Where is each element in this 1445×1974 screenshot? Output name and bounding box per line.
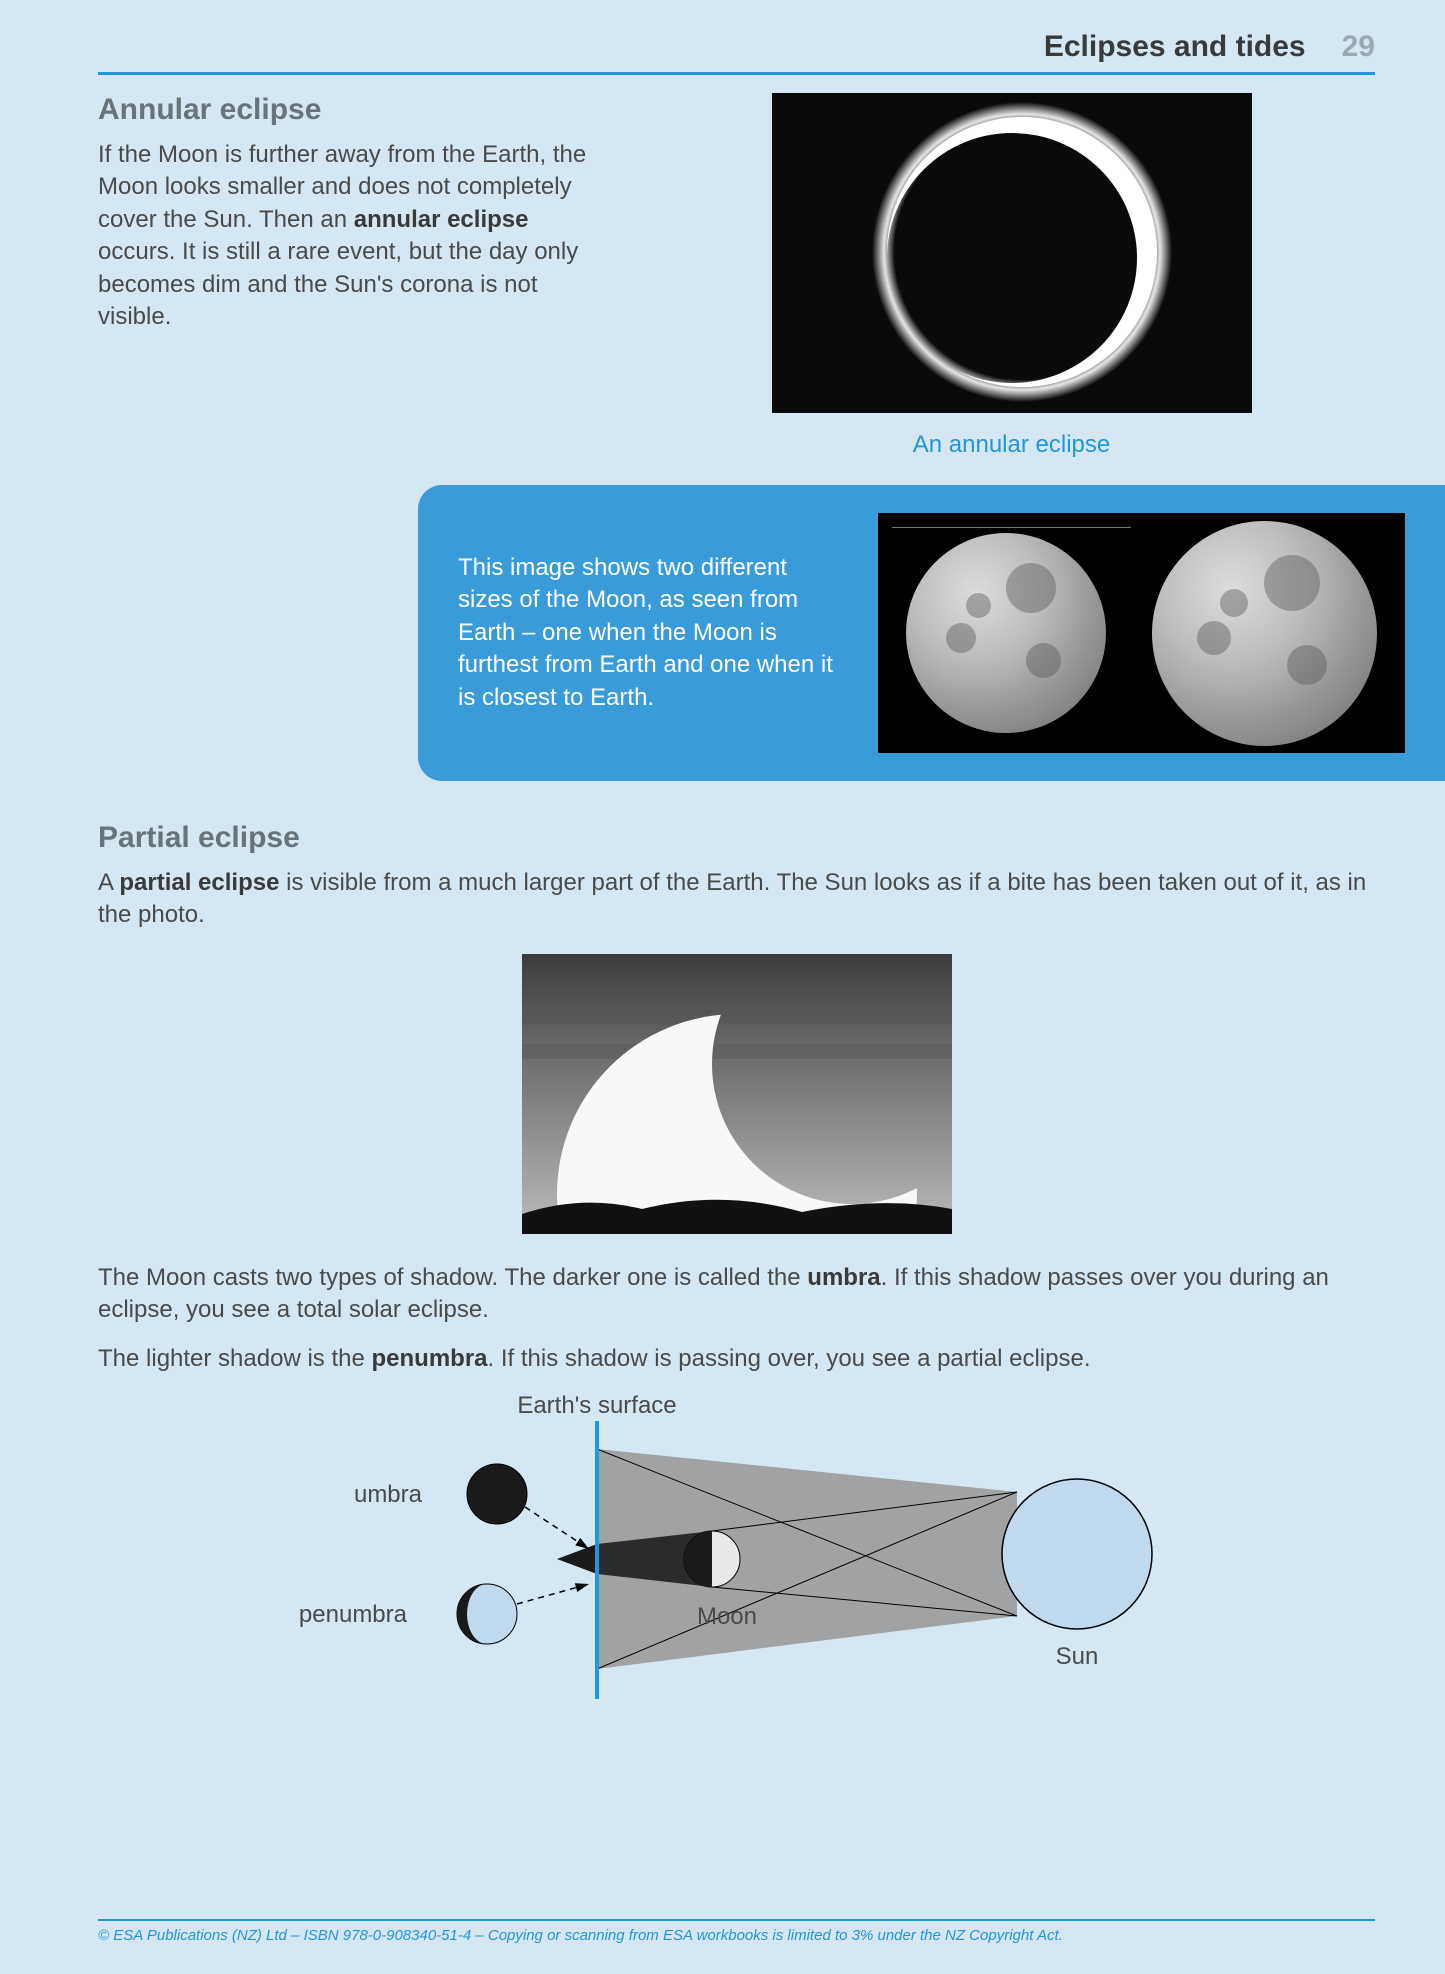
moon-sizes-image [878, 513, 1405, 753]
page-number: 29 [1342, 30, 1375, 64]
text: The lighter shadow is the [98, 1345, 371, 1372]
header-title: Eclipses and tides [1044, 30, 1306, 64]
moon-far-icon [906, 533, 1106, 733]
text: A [98, 869, 119, 896]
bold-term: annular eclipse [354, 206, 529, 233]
text: . If this shadow is passing over, you se… [488, 1345, 1091, 1372]
shadow-diagram-wrap: Earth's surface [98, 1389, 1375, 1719]
text: occurs. It is still a rare event, but th… [98, 238, 578, 330]
penumbra-observer-icon [457, 1584, 517, 1644]
page: Eclipses and tides 29 Annular eclipse If… [0, 0, 1445, 1974]
shadow-diagram: Earth's surface [257, 1389, 1217, 1719]
partial-paragraph-3: The lighter shadow is the penumbra. If t… [98, 1343, 1375, 1375]
annular-figure: An annular eclipse [648, 93, 1375, 459]
partial-section: Partial eclipse A partial eclipse is vis… [98, 821, 1375, 1719]
text: The Moon casts two types of shadow. The … [98, 1264, 807, 1291]
umbra-label: umbra [353, 1481, 422, 1508]
annular-text-col: Annular eclipse If the Moon is further a… [98, 93, 608, 333]
bold-term: partial eclipse [119, 869, 279, 896]
footer-text: © ESA Publications (NZ) Ltd – ISBN 978-0… [98, 1927, 1375, 1944]
annular-eclipse-image [772, 93, 1252, 413]
bold-term: penumbra [371, 1345, 487, 1372]
callout-text: This image shows two different sizes of … [458, 552, 848, 714]
moon-near-icon [1152, 521, 1377, 746]
umbra-observer-icon [467, 1464, 527, 1524]
page-header: Eclipses and tides 29 [0, 30, 1445, 72]
moon-label: Moon [696, 1603, 756, 1630]
page-footer: © ESA Publications (NZ) Ltd – ISBN 978-0… [98, 1919, 1375, 1944]
partial-paragraph-1: A partial eclipse is visible from a much… [98, 867, 1375, 932]
footer-rule [98, 1919, 1375, 1921]
sun-icon [1002, 1479, 1152, 1629]
umbra-arrow [525, 1507, 589, 1549]
annular-section: Annular eclipse If the Moon is further a… [98, 93, 1375, 459]
sun-label: Sun [1055, 1643, 1098, 1670]
content: Annular eclipse If the Moon is further a… [0, 75, 1445, 1719]
partial-figure [98, 954, 1375, 1234]
penumbra-label: penumbra [298, 1601, 407, 1628]
penumbra-arrow [517, 1584, 589, 1604]
partial-heading: Partial eclipse [98, 821, 1375, 855]
partial-eclipse-image [522, 954, 952, 1234]
earth-surface-label: Earth's surface [517, 1392, 676, 1419]
annular-heading: Annular eclipse [98, 93, 608, 127]
annular-paragraph: If the Moon is further away from the Ear… [98, 139, 608, 333]
text: is visible from a much larger part of th… [98, 869, 1366, 928]
bold-term: umbra [807, 1264, 880, 1291]
annular-caption: An annular eclipse [913, 431, 1110, 459]
partial-paragraph-2: The Moon casts two types of shadow. The … [98, 1262, 1375, 1327]
moon-sizes-callout: This image shows two different sizes of … [418, 485, 1445, 781]
